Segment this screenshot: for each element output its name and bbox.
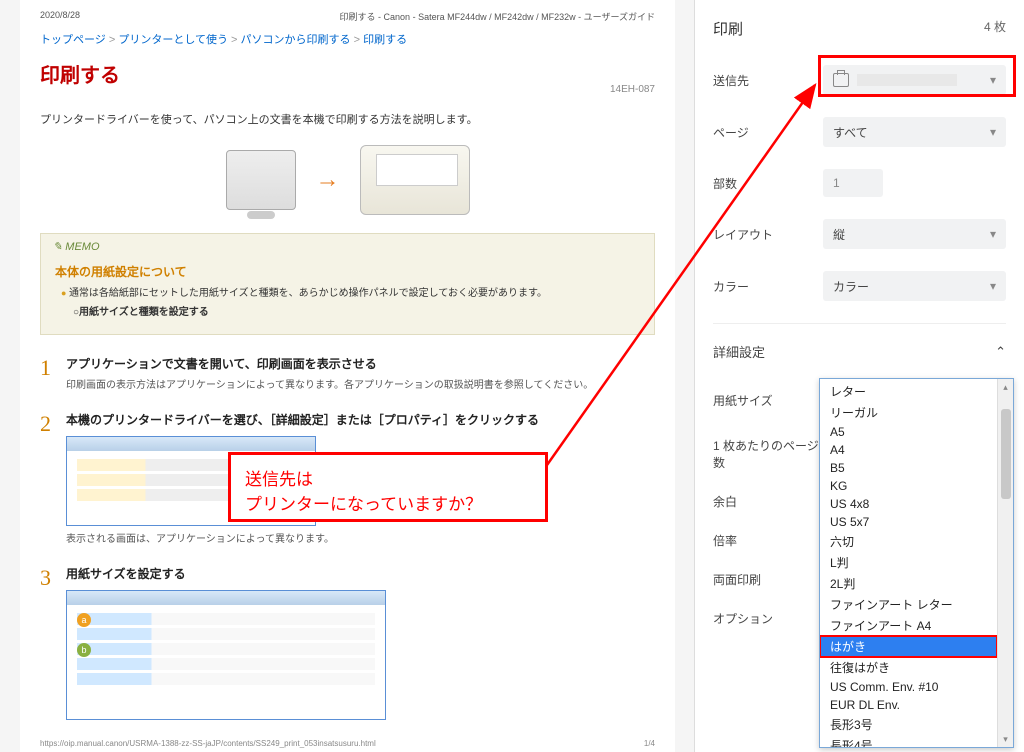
step-1: 1 アプリケーションで文書を開いて、印刷画面を表示させる 印刷画面の表示方法はア… bbox=[40, 355, 655, 391]
chevron-down-icon: ▾ bbox=[990, 279, 996, 293]
crumb-2[interactable]: パソコンから印刷する bbox=[241, 34, 351, 46]
paper-option[interactable]: 長形4号 bbox=[820, 735, 997, 748]
paper-option[interactable]: レター bbox=[820, 381, 997, 402]
callout-line1: 送信先は bbox=[245, 465, 531, 490]
paper-option[interactable]: リーガル bbox=[820, 402, 997, 423]
paper-option[interactable]: A5 bbox=[820, 423, 997, 441]
callout-line2: プリンターになっていますか？ bbox=[245, 490, 531, 515]
label-duplex: 両面印刷 bbox=[713, 571, 823, 588]
breadcrumb[interactable]: トップページ > プリンターとして使う > パソコンから印刷する > 印刷する bbox=[40, 31, 655, 47]
paper-option[interactable]: はがき bbox=[820, 636, 997, 657]
chevron-up-icon: ⌃ bbox=[995, 344, 1006, 360]
pages-select[interactable]: すべて▾ bbox=[823, 117, 1006, 147]
paper-option[interactable]: 2L判 bbox=[820, 573, 997, 594]
step-title-2: 本機のプリンタードライバーを選び、［詳細設定］または［プロパティ］をクリックする bbox=[66, 411, 655, 428]
label-scale: 倍率 bbox=[713, 532, 823, 549]
dialog-screenshot-2: a b bbox=[66, 590, 386, 720]
label-copies: 部数 bbox=[713, 175, 823, 192]
sheet-count: 4 枚 bbox=[984, 18, 1006, 39]
scroll-down-icon[interactable]: ▾ bbox=[998, 731, 1013, 747]
paper-option[interactable]: 往復はがき bbox=[820, 657, 997, 678]
memo-line1: 通常は各給紙部にセットした用紙サイズと種類を、あらかじめ操作パネルで設定しておく… bbox=[41, 282, 654, 301]
paper-option[interactable]: B5 bbox=[820, 459, 997, 477]
doc-id: 14EH-087 bbox=[40, 84, 655, 95]
illustration: → bbox=[40, 145, 655, 215]
memo-line2: ○用紙サイズと種類を設定する bbox=[41, 301, 654, 320]
intro-text: プリンタードライバーを使って、パソコン上の文書を本機で印刷する方法を説明します。 bbox=[40, 111, 655, 127]
label-pages-per-sheet: 1 枚あたりのページ数 bbox=[713, 437, 823, 471]
document-preview: 2020/8/28 印刷する - Canon - Satera MF244dw … bbox=[20, 0, 675, 752]
step-text-1: 印刷画面の表示方法はアプリケーションによって異なります。各アプリケーションの取扱… bbox=[66, 376, 655, 391]
paper-option[interactable]: ファインアート レター bbox=[820, 594, 997, 615]
computer-icon bbox=[226, 150, 296, 210]
copies-input[interactable]: 1 bbox=[823, 169, 883, 197]
paper-option[interactable]: 長形3号 bbox=[820, 714, 997, 735]
paper-size-list[interactable]: レターリーガルA5A4B5KGUS 4x8US 5x7六切L判2L判ファインアー… bbox=[820, 379, 997, 748]
paper-size-dropdown[interactable]: レターリーガルA5A4B5KGUS 4x8US 5x7六切L判2L判ファインアー… bbox=[819, 378, 1014, 748]
paper-option[interactable]: US 5x7 bbox=[820, 513, 997, 531]
layout-select[interactable]: 縦▾ bbox=[823, 219, 1006, 249]
step-title-1: アプリケーションで文書を開いて、印刷画面を表示させる bbox=[66, 355, 655, 372]
memo-box: MEMO 本体の用紙設定について 通常は各給紙部にセットした用紙サイズと種類を、… bbox=[40, 233, 655, 335]
paper-option[interactable]: KG bbox=[820, 477, 997, 495]
chevron-down-icon: ▾ bbox=[990, 227, 996, 241]
crumb-3[interactable]: 印刷する bbox=[363, 34, 407, 46]
paper-option[interactable]: 六切 bbox=[820, 531, 997, 552]
label-pages: ページ bbox=[713, 124, 823, 141]
label-margins: 余白 bbox=[713, 493, 823, 510]
label-color: カラー bbox=[713, 278, 823, 295]
step-num-3: 3 bbox=[40, 565, 66, 724]
label-paper-size: 用紙サイズ bbox=[713, 392, 823, 409]
memo-header: MEMO bbox=[41, 234, 654, 259]
color-select[interactable]: カラー▾ bbox=[823, 271, 1006, 301]
label-layout: レイアウト bbox=[713, 226, 823, 243]
details-header[interactable]: 詳細設定 ⌃ bbox=[713, 323, 1006, 369]
doc-header-title: 印刷する - Canon - Satera MF244dw / MF242dw … bbox=[340, 10, 655, 23]
step-title-3: 用紙サイズを設定する bbox=[66, 565, 655, 582]
footer-page: 1/4 bbox=[644, 739, 655, 748]
step-text-2: 表示される画面は、アプリケーションによって異なります。 bbox=[66, 530, 655, 545]
print-panel: 印刷 4 枚 送信先 ▾ ページ すべて▾ 部数 1 レイアウト 縦▾ カラー … bbox=[694, 0, 1024, 752]
doc-date: 2020/8/28 bbox=[40, 10, 80, 23]
callout-box: 送信先は プリンターになっていますか？ bbox=[228, 452, 548, 522]
paper-option[interactable]: L判 bbox=[820, 552, 997, 573]
memo-title: 本体の用紙設定について bbox=[41, 259, 654, 282]
paper-option[interactable]: A4 bbox=[820, 441, 997, 459]
scroll-up-icon[interactable]: ▴ bbox=[998, 379, 1013, 395]
crumb-0[interactable]: トップページ bbox=[40, 34, 106, 46]
paper-option[interactable]: US Comm. Env. #10 bbox=[820, 678, 997, 696]
scrollbar[interactable]: ▴ ▾ bbox=[997, 379, 1013, 747]
footer-url: https://oip.manual.canon/USRMA-1388-zz-S… bbox=[40, 739, 376, 748]
paper-option[interactable]: US 4x8 bbox=[820, 495, 997, 513]
step-num-2: 2 bbox=[40, 411, 66, 545]
step-num-1: 1 bbox=[40, 355, 66, 391]
step-3: 3 用紙サイズを設定する a b bbox=[40, 565, 655, 724]
arrow-icon: → bbox=[316, 166, 340, 194]
destination-highlight bbox=[818, 55, 1016, 97]
paper-option[interactable]: EUR DL Env. bbox=[820, 696, 997, 714]
paper-option[interactable]: ファインアート A4 bbox=[820, 615, 997, 636]
doc-header: 2020/8/28 印刷する - Canon - Satera MF244dw … bbox=[40, 10, 655, 23]
chevron-down-icon: ▾ bbox=[990, 125, 996, 139]
label-destination: 送信先 bbox=[713, 72, 823, 89]
doc-footer: https://oip.manual.canon/USRMA-1388-zz-S… bbox=[40, 739, 655, 748]
crumb-1[interactable]: プリンターとして使う bbox=[118, 34, 228, 46]
printer-illustration bbox=[360, 145, 470, 215]
label-options: オプション bbox=[713, 610, 823, 627]
print-title: 印刷 bbox=[713, 18, 743, 39]
